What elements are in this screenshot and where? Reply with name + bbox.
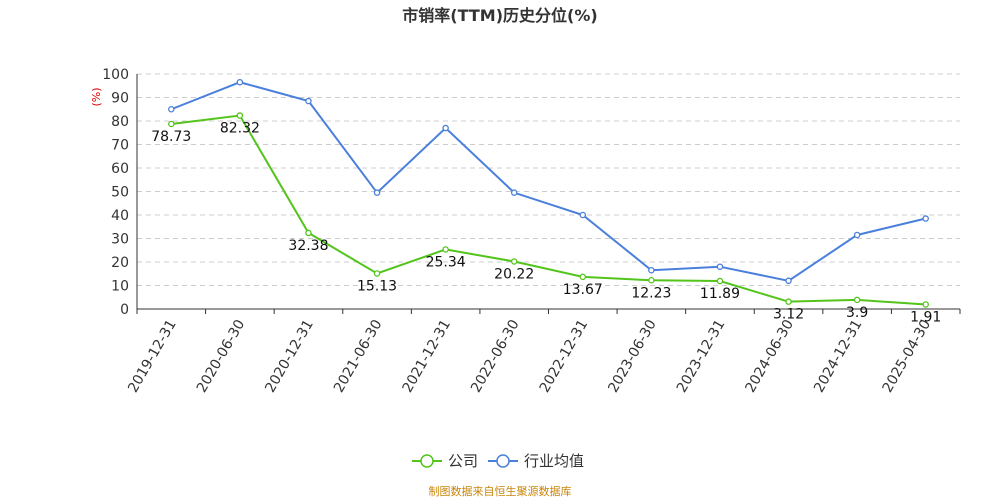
y-tick-label: 70	[111, 138, 129, 154]
series-line-0	[171, 114, 926, 306]
data-point-1[interactable]	[442, 124, 449, 132]
x-tick-label: 2023-12-31	[674, 317, 729, 395]
x-tick-label: 2020-12-31	[262, 317, 317, 395]
x-tick-label: 2021-06-30	[331, 317, 386, 395]
data-point-0[interactable]	[716, 277, 724, 285]
data-point-0[interactable]	[510, 258, 518, 265]
axes	[136, 74, 961, 314]
y-tick-label: 100	[102, 67, 129, 83]
data-point-1[interactable]	[648, 266, 655, 274]
data-labels: 78.73 82.32 32.38 15.13 25.34 20.22 13.67 12.23…	[151, 121, 941, 326]
y-tick-label: 90	[111, 91, 129, 107]
data-point-0[interactable]	[853, 296, 861, 304]
data-point-1[interactable]	[785, 277, 792, 285]
y-tick-label: 30	[111, 232, 129, 248]
x-tick-label: 2023-06-30	[605, 317, 660, 395]
y-tick-label: 40	[111, 208, 129, 224]
data-label: 78.73	[151, 129, 191, 145]
data-label: 3.12	[773, 307, 804, 323]
data-point-1[interactable]	[922, 215, 929, 222]
data-point-1[interactable]	[236, 78, 244, 86]
x-axis-ticks: 2019-12-31 2020-06-30 2020-12-31 2021-06-30…	[125, 317, 934, 395]
data-label: 13.67	[563, 282, 603, 298]
x-tick-label: 2022-06-30	[468, 317, 523, 395]
data-label: 3.9	[846, 305, 868, 321]
y-tick-label: 80	[111, 114, 129, 130]
legend-item-0[interactable]: 公司	[412, 452, 478, 470]
legend-marker	[496, 454, 510, 468]
y-axis-label: (%)	[90, 87, 103, 106]
source-note: 制图数据来自恒生聚源数据库	[429, 484, 572, 498]
x-tick-label: 2021-12-31	[400, 317, 455, 395]
data-point-1[interactable]	[373, 189, 381, 196]
data-label: 82.32	[220, 121, 260, 137]
x-tick-label: 2024-06-30	[742, 317, 797, 395]
data-point-1[interactable]	[579, 211, 587, 219]
x-tick-label: 2025-04-30	[880, 317, 935, 395]
data-point-0[interactable]	[648, 277, 655, 284]
y-tick-label: 20	[111, 255, 129, 271]
data-point-0[interactable]	[579, 273, 587, 281]
series-line-1	[170, 81, 926, 282]
data-label: 32.38	[288, 238, 328, 254]
data-point-1[interactable]	[716, 263, 724, 270]
x-tick-label: 2022-12-31	[537, 317, 592, 395]
x-tick-label: 2024-12-31	[811, 317, 866, 395]
data-point-0[interactable]	[442, 246, 449, 253]
x-tick-label: 2020-06-30	[194, 317, 249, 395]
legend-item-1[interactable]: 行业均值	[488, 452, 584, 470]
data-point-1[interactable]	[168, 106, 175, 113]
data-label: 20.22	[494, 266, 534, 282]
data-point-0[interactable]	[168, 120, 175, 128]
data-point-0[interactable]	[236, 112, 244, 119]
y-axis-ticks: 0 10 20 30 40 50 60 70 80 90 100	[102, 67, 129, 318]
series-layer	[168, 78, 929, 308]
data-point-0[interactable]	[373, 270, 381, 277]
data-label: 1.91	[910, 310, 941, 326]
y-tick-label: 10	[111, 279, 129, 295]
data-label: 25.34	[426, 254, 466, 270]
legend-marker	[420, 454, 434, 468]
data-point-0[interactable]	[785, 298, 792, 305]
legend-label: 公司	[448, 452, 478, 470]
data-label: 15.13	[357, 278, 397, 294]
chart-title: 市销率(TTM)历史分位(%)	[402, 6, 597, 25]
y-tick-label: 50	[111, 185, 129, 201]
legend-label: 行业均值	[524, 452, 584, 470]
grid-lines	[137, 73, 960, 286]
data-point-0[interactable]	[922, 301, 929, 308]
data-label: 12.23	[631, 285, 671, 301]
data-point-1[interactable]	[853, 231, 861, 239]
y-tick-label: 0	[120, 302, 129, 318]
y-tick-label: 60	[111, 161, 129, 177]
legend[interactable]: 公司 行业均值	[412, 452, 584, 470]
data-label: 11.89	[700, 286, 740, 302]
data-point-1[interactable]	[305, 97, 312, 105]
data-point-0[interactable]	[305, 229, 312, 237]
data-point-1[interactable]	[510, 189, 518, 196]
x-tick-label: 2019-12-31	[125, 317, 180, 395]
